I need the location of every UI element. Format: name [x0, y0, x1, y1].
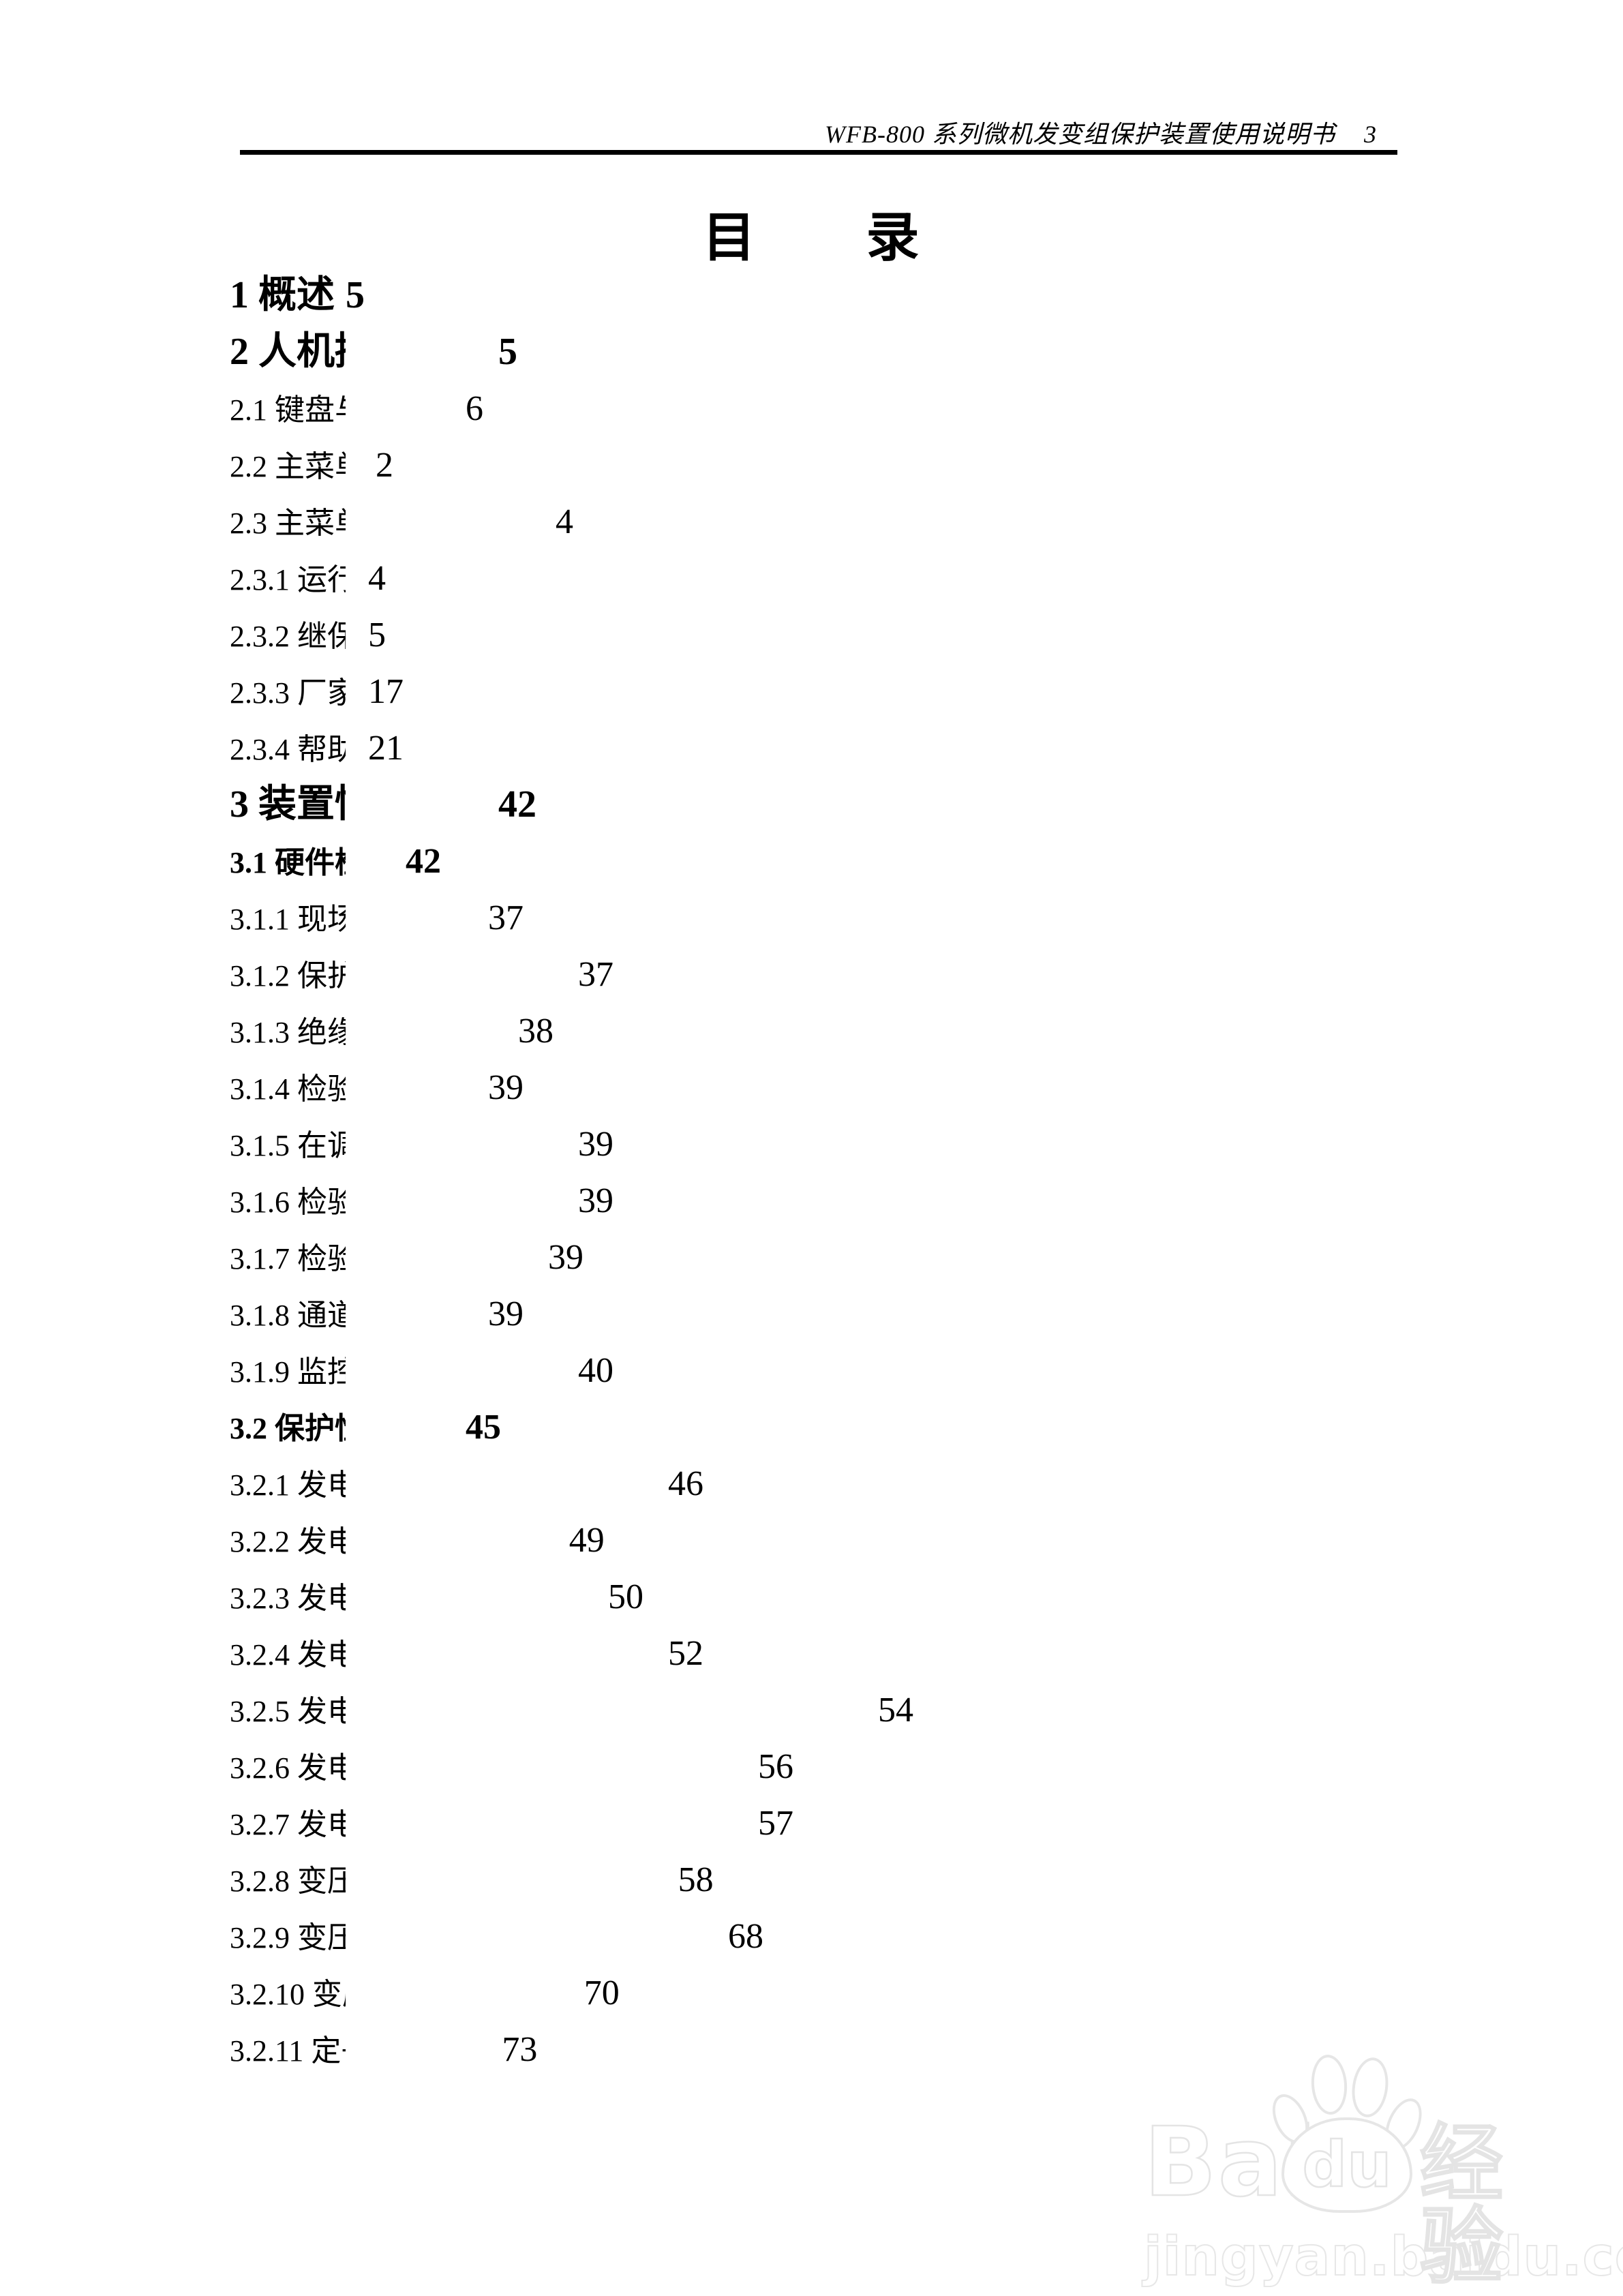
toc-entry: 2.3.4 帮助 21	[230, 720, 1623, 2296]
toc-entry: 2.3.1 运行 4	[230, 550, 1623, 2296]
paw-pad-icon: du	[1281, 2117, 1412, 2213]
header-doc-title: WFB-800 系列微机发变组保护装置使用说明书	[825, 121, 1335, 148]
jingyan-url-text: jingyan.baidu.com	[1143, 2226, 1623, 2289]
baidu-logo: Bai du 经验	[1143, 2051, 1580, 2289]
toc-entry-label: 2.2 主菜单	[230, 450, 365, 483]
toc-entry-label: 2.3.1 运行	[230, 563, 357, 596]
baidu-paw-icon: du	[1265, 2051, 1429, 2221]
page-header: WFB-800 系列微机发变组保护装置使用说明书 3	[825, 115, 1377, 150]
toc-entry-label: 2.3.2 继保	[230, 620, 357, 653]
toc-entry-label: 1 概述	[230, 274, 335, 316]
paw-toe-icon	[1309, 2053, 1350, 2116]
paw-toe-icon	[1348, 2055, 1392, 2120]
toc-entry-page-number: 73	[502, 2021, 1623, 2296]
toc-entry: 1 概述 5	[230, 267, 1623, 2296]
baidu-logo-du-text: du	[1301, 2128, 1393, 2201]
toc-entry: 3.2.11 定子接地保护 73	[230, 2021, 1623, 2296]
toc-entry: 2.3.3 厂家 17	[230, 663, 1623, 2296]
toc-title: 目 录	[702, 208, 921, 267]
toc-list: 1 概述 5 2 人机接口说明 5 2.1 键盘与显示器 6 2.2 主菜单 2…	[230, 267, 1623, 2296]
toc-entry-label: 2.3.4 帮助	[230, 733, 357, 766]
toc-entry-label: 2.3.3 厂家	[230, 676, 357, 710]
jingyan-logo-text: 经验	[1419, 2115, 1507, 2295]
toc-entry: 2.2 主菜单 2	[230, 437, 1623, 2296]
header-rule	[240, 150, 1397, 155]
header-page-number: 3	[1364, 121, 1377, 148]
toc-entry: 2.3.2 继保 5	[230, 607, 1623, 2296]
baidu-jingyan-watermark: Bai du 经验 jingyan.baidu.com	[1143, 2051, 1623, 2289]
